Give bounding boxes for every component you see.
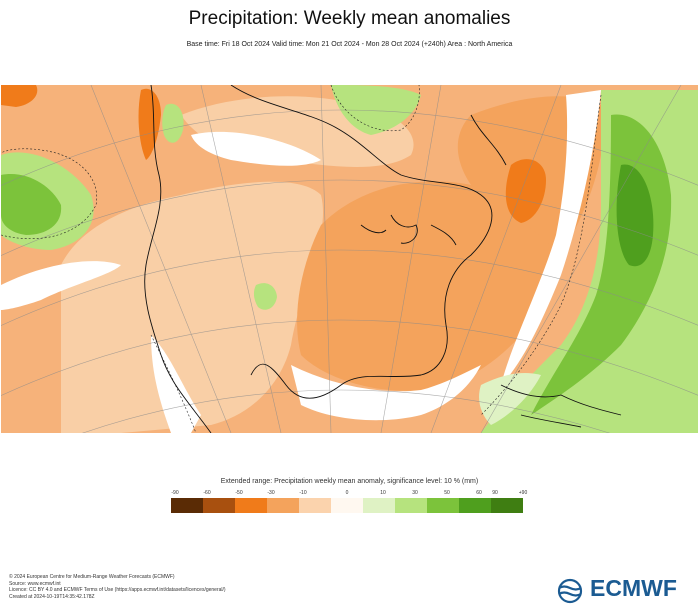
legend-swatch (395, 498, 427, 513)
footer-credits: © 2024 European Centre for Medium-Range … (9, 574, 226, 600)
legend-color-bar (171, 498, 523, 513)
legend-title: Extended range: Precipitation weekly mea… (220, 478, 479, 485)
ecmwf-logo-text: ECMWF (590, 575, 677, 601)
dry-spot-labrador (505, 159, 546, 223)
wet-core-pacific (1, 174, 62, 235)
wet-area-great-lakes (331, 85, 421, 135)
neutral-band-mexico (151, 335, 201, 433)
legend-tick: +90 (518, 490, 528, 496)
footer-line: Source: www.ecmwf.int (9, 580, 61, 587)
legend-swatch (427, 498, 459, 513)
legend-tick: -10 (299, 490, 307, 496)
coastlines (144, 85, 622, 433)
legend-tick: 0 (345, 490, 349, 496)
wet-strong-atlantic (616, 164, 654, 267)
legend-tick: 50 (444, 490, 450, 496)
legend-tick: 60 (476, 490, 482, 496)
footer-line: Created at 2024-10-19T14:35:42.178Z (9, 593, 95, 600)
legend-tick: -30 (267, 490, 275, 496)
neutral-band-south (291, 365, 481, 421)
dry-area-east (297, 181, 561, 391)
ecmwf-logo-icon (557, 578, 583, 604)
neutral-band-east-edge (501, 90, 601, 385)
legend-swatch (459, 498, 491, 513)
land-dry-light-west (61, 181, 324, 433)
chart-title: Precipitation: Weekly mean anomalies (188, 8, 511, 29)
legend-tick: 90 (492, 490, 498, 496)
legend-swatch (491, 498, 523, 513)
legend-tick: -90 (171, 490, 179, 496)
chart-subtitle: Base time: Fri 18 Oct 2024 Valid time: M… (186, 41, 513, 48)
legend-tick: 10 (380, 490, 386, 496)
legend-tick-labels: -90 -60 -50 -30 -10 0 10 30 50 60 90 +90 (0, 490, 699, 500)
legend-swatch (331, 498, 363, 513)
anomaly-map (1, 85, 698, 433)
legend-tick: 30 (412, 490, 418, 496)
footer-line: © 2024 European Centre for Medium-Range … (9, 574, 175, 580)
legend-swatch (171, 498, 203, 513)
legend-swatch (203, 498, 235, 513)
legend-tick: -60 (203, 490, 211, 496)
legend-swatch (267, 498, 299, 513)
wet-area-nw (162, 103, 184, 143)
legend-tick: -50 (235, 490, 243, 496)
footer-line: Licence: CC BY 4.0 and ECMWF Terms of Us… (9, 587, 226, 593)
legend-swatch (363, 498, 395, 513)
dry-spot-alaska (1, 85, 38, 107)
significance-contours (1, 85, 602, 433)
wet-area-gulf-coast (479, 373, 541, 425)
graticule (1, 85, 698, 433)
dry-spot-pacific-coast (138, 88, 161, 160)
legend-swatch (299, 498, 331, 513)
wet-area-rockies (253, 283, 277, 310)
neutral-band-canada (191, 131, 321, 166)
legend-swatch (235, 498, 267, 513)
neutral-band-west (1, 261, 121, 310)
